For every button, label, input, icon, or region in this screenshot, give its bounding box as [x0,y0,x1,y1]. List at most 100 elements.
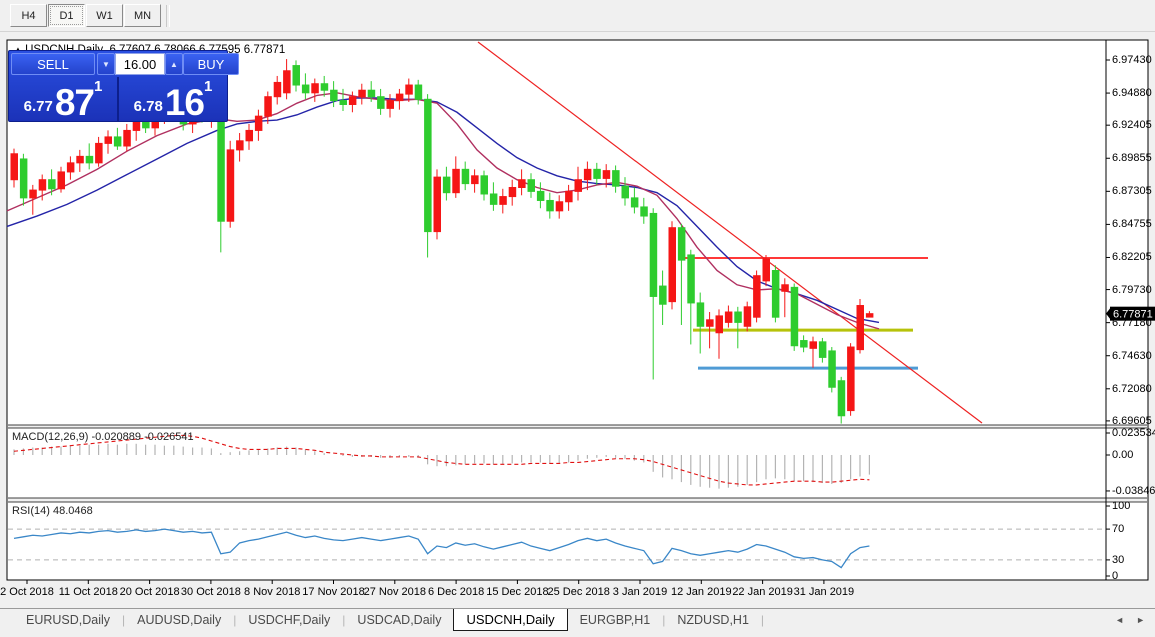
candle-body [508,186,517,198]
buy-price[interactable]: 6.78 16 1 [119,77,227,121]
candle-body [85,155,94,164]
price-axis-label: 6.82205 [1112,251,1152,264]
candle-body [113,136,122,147]
candle-body [630,197,639,208]
date-axis-label: 2 Oct 2018 [0,586,54,598]
date-axis-label: 15 Dec 2018 [486,586,549,598]
rsi-axis-label: 70 [1112,523,1125,536]
candle-body [753,275,761,318]
candle-body [659,285,667,305]
rsi-axis-label: 30 [1112,553,1125,566]
tab-separator: | [122,613,126,627]
date-axis-label: 27 Nov 2018 [363,586,426,598]
candle-body [433,176,441,233]
candle-body [809,341,817,349]
chart-tab-usdchf[interactable]: USDCHF,Daily [248,613,331,627]
candle-body [612,170,620,187]
rsi-axis-label: 100 [1112,500,1131,512]
moving-average-slow[interactable] [6,97,880,324]
candle-body [621,185,629,199]
sell-button[interactable]: SELL [11,53,95,75]
candle-body [245,129,253,142]
sell-price-handle: 6.77 [23,98,53,115]
chart-tab-usdcnh[interactable]: USDCNH,Daily [453,609,568,631]
volume-increase-button[interactable]: ▲ [165,53,183,75]
candle-body [489,193,498,205]
candle-body [386,100,394,109]
current-price-value: 6.77871 [1113,309,1153,321]
rsi-panel[interactable] [8,528,1106,569]
tab-scroll-left-icon[interactable]: ◄ [1115,615,1125,625]
candle-body [480,175,488,195]
chart-tab-audusd[interactable]: AUDUSD,Daily [137,613,222,627]
current-price-tag: 6.77871 [1106,306,1155,321]
chart-tab-eurusd[interactable]: EURUSD,Daily [26,613,111,627]
tab-scroll-right-icon[interactable]: ► [1136,615,1145,625]
timeframe-tab-d1[interactable]: D1 [48,4,85,27]
candle-body [442,176,451,194]
date-axis-label: 6 Dec 2018 [427,586,485,598]
candle-body [264,96,272,117]
candle-body [546,199,554,212]
rsi-axis-label: 0 [1112,570,1119,582]
buy-price-pips: 16 [164,81,205,123]
toolbar-divider [166,4,170,27]
timeframe-tab-w1[interactable]: W1 [86,4,123,27]
candle-body [236,140,244,151]
price-axis-label: 6.87305 [1112,185,1152,198]
candle-body [283,70,291,94]
candle-body [311,83,319,94]
candle-body [254,115,263,131]
panel-splitter[interactable] [8,498,1147,502]
candle-body [424,98,432,233]
chart-tab-nzdusd[interactable]: NZDUSD,H1 [677,613,749,627]
date-axis-label: 22 Jan 2019 [732,586,793,598]
date-axis-label: 17 Nov 2018 [302,586,365,598]
candle-body [687,254,695,304]
candle-body [292,65,300,86]
volume-decrease-button[interactable]: ▼ [97,53,115,75]
panel-splitter[interactable] [8,425,1147,428]
candle-body [414,84,423,100]
candle-body [348,96,357,105]
candle-body [574,179,582,192]
candle-body [217,114,225,222]
candle-body [565,190,573,203]
candle-body [800,340,808,348]
candle-body [19,158,28,199]
candle-body [790,286,799,347]
candle-body [320,83,329,91]
tab-separator: | [233,613,237,627]
sell-price-point: 1 [94,78,103,95]
macd-signal-line [13,434,870,486]
chart-window [6,39,1149,581]
candle-body [518,179,526,188]
macd-axis-label: 0.00 [1112,449,1134,461]
chart-tab-usdcad[interactable]: USDCAD,Daily [357,613,442,627]
candle-body [104,136,112,144]
candle-body [48,179,56,190]
candle-body [677,227,686,261]
trendline[interactable] [477,41,983,424]
buy-button[interactable]: BUY [183,53,239,75]
collapse-triangle-icon[interactable]: ▲ [14,45,22,54]
chart-tab-eurgbp[interactable]: EURGBP,H1 [579,613,651,627]
candle-body [395,93,404,102]
macd-panel[interactable] [13,434,871,489]
timeframe-tab-h4[interactable]: H4 [10,4,47,27]
tab-separator: | [760,613,765,627]
timeframe-tab-mn[interactable]: MN [124,4,161,27]
candle-body [602,170,611,179]
candle-body [762,258,770,282]
price-axis-label: 6.77180 [1112,316,1152,329]
candle-body [536,190,545,201]
candle-body [10,153,18,181]
sell-price[interactable]: 6.77 87 1 [9,77,119,121]
candle-body [696,302,705,327]
candle-body [367,89,376,98]
quote-prices: 6.77 87 1 6.78 16 1 [9,77,227,121]
volume-input[interactable] [115,53,165,75]
tab-separator: | [342,613,346,627]
